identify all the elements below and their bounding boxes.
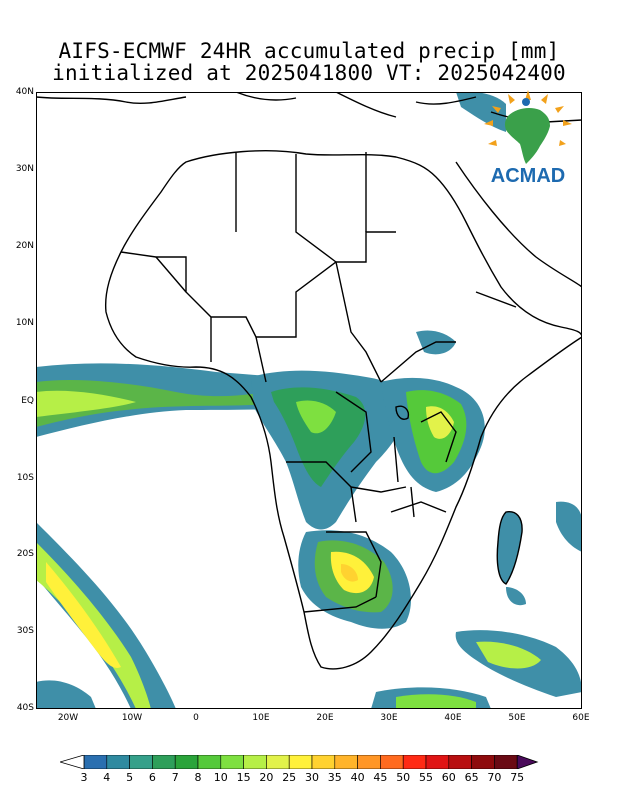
colorbar-label: 60	[441, 771, 456, 784]
colorbar-label: 75	[510, 771, 525, 784]
colorbar	[60, 755, 539, 769]
precip-map	[36, 92, 582, 709]
colorbar-label: 45	[373, 771, 388, 784]
colorbar-cell	[448, 755, 472, 769]
logo-text: ACMAD	[491, 165, 565, 187]
colorbar-label: 10	[213, 771, 228, 784]
colorbar-cell	[380, 755, 404, 769]
colorbar-cell	[311, 755, 336, 769]
colorbar-label: 25	[282, 771, 297, 784]
x-tick-label: 20W	[57, 713, 79, 723]
precip-field	[36, 92, 582, 709]
colorbar-label: 35	[327, 771, 342, 784]
logo-africa-icon	[504, 108, 550, 164]
x-tick-label: 60E	[572, 713, 590, 723]
y-tick-label: 40S	[16, 703, 34, 713]
colorbar-cell	[129, 755, 153, 769]
colorbar-cell	[152, 755, 176, 769]
colorbar-cell	[266, 755, 290, 769]
colorbar-label: 3	[80, 771, 88, 784]
colorbar-label: 30	[305, 771, 319, 784]
map-title-line2: initialized at 2025041800 VT: 2025042400	[52, 61, 566, 85]
x-tick-label: 0	[193, 713, 199, 723]
y-tick-label: 30S	[16, 626, 34, 636]
y-tick-label: 20S	[16, 549, 34, 559]
colorbar-left-arrow	[60, 755, 85, 769]
x-tick-label: 50E	[508, 713, 526, 723]
colorbar-label: 4	[103, 771, 111, 784]
colorbar-label: 70	[487, 771, 502, 784]
colorbar-cell	[174, 755, 199, 769]
colorbar-cell	[471, 755, 495, 769]
colorbar-cell	[357, 755, 381, 769]
colorbar-label: 40	[350, 771, 365, 784]
y-tick-label: 10N	[15, 318, 34, 328]
colorbar-cell	[494, 755, 518, 769]
map-frame	[36, 92, 582, 709]
x-tick-label: 20E	[316, 713, 334, 723]
x-tick-label: 10E	[252, 713, 270, 723]
y-tick-label: 10S	[16, 473, 34, 483]
x-tick-label: 30E	[380, 713, 398, 723]
acmad-logo: ACMAD	[484, 90, 572, 187]
colorbar-label: 50	[396, 771, 411, 784]
x-tick-label: 10W	[121, 713, 143, 723]
y-tick-label: 40N	[15, 87, 34, 97]
logo-sun-rays-icon	[484, 90, 572, 146]
colorbar-label: 15	[236, 771, 251, 784]
coastline-outline	[36, 92, 582, 670]
colorbar-cell	[288, 755, 313, 769]
x-tick-label: 40E	[444, 713, 462, 723]
colorbar-label: 7	[171, 771, 179, 784]
colorbar-label: 55	[419, 771, 433, 784]
map-title-line1: AIFS-ECMWF 24HR accumulated precip [mm]	[58, 39, 560, 63]
y-tick-label: EQ	[21, 396, 34, 406]
y-tick-label: 20N	[15, 241, 34, 251]
colorbar-cell	[425, 755, 450, 769]
colorbar-cell	[83, 755, 108, 769]
colorbar-cell	[106, 755, 130, 769]
y-tick-label: 30N	[15, 164, 34, 174]
colorbar-label: 65	[464, 771, 479, 784]
colorbar-label: 5	[126, 771, 134, 784]
colorbar-cell	[220, 755, 244, 769]
colorbar-label: 6	[148, 771, 156, 784]
colorbar-label: 20	[259, 771, 274, 784]
colorbar-label: 8	[194, 771, 202, 784]
colorbar-cell	[197, 755, 222, 769]
colorbar-cell	[402, 755, 427, 769]
colorbar-right-arrow	[516, 755, 539, 769]
colorbar-cell	[243, 755, 267, 769]
colorbar-cell	[334, 755, 358, 769]
logo-drop-icon	[522, 98, 530, 106]
